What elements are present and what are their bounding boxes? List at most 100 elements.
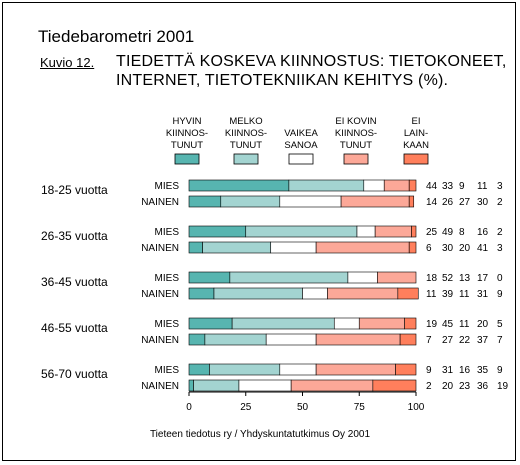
value-label-2-2-3: 20 [459,243,471,254]
row-label-5-2: NAINEN [141,381,179,392]
bar-segment-1-2-5 [408,195,415,208]
legend-swatch-3 [288,153,314,165]
bar-segment-2-2-4 [315,241,410,254]
bar-segment-2-1-4 [374,225,412,238]
value-label-2-1-2: 49 [442,227,454,238]
value-label-1-1-1: 44 [426,181,438,192]
value-label-5-2-4: 36 [477,381,489,392]
bar-segment-5-2-3 [238,379,292,392]
bar-segment-5-2-4 [290,379,374,392]
value-label-2-1-3: 8 [459,227,465,238]
value-label-2-2-5: 3 [497,243,503,254]
value-label-3-1-4: 17 [477,273,489,284]
bar-segment-5-2-1 [188,379,194,392]
group-label-3: 36-45 vuotta [41,275,108,289]
bar-segment-5-1-2 [209,363,281,376]
value-label-2-1-1: 25 [426,227,438,238]
value-label-4-1-1: 19 [426,319,438,330]
bar-segment-2-2-5 [408,241,417,254]
source-credit: Tieteen tiedotus ry / Yhdyskuntatutkimus… [149,429,371,440]
legend-swatch-4 [343,153,369,165]
bar-segment-1-2-1 [188,195,222,208]
bar-segment-2-1-2 [245,225,358,238]
row-label-2-2: NAINEN [141,243,179,254]
row-label-3-2: NAINEN [141,289,179,300]
legend-label-3-line-2: SANOA [284,140,318,151]
bar-segment-3-1-1 [188,271,231,284]
bar-segment-1-1-5 [408,179,417,192]
bar-segment-1-1-2 [288,179,365,192]
bar-segment-4-2-2 [204,333,267,346]
bar-segment-2-2-1 [188,241,203,254]
bar-segment-3-2-3 [302,287,328,300]
legend-swatch-2 [233,153,259,165]
value-label-4-1-2: 45 [442,319,454,330]
value-label-3-2-3: 11 [459,289,470,300]
value-label-3-1-1: 18 [426,273,438,284]
value-label-4-2-2: 27 [442,335,454,346]
value-label-1-2-5: 2 [497,197,503,208]
value-label-5-2-1: 2 [426,381,432,392]
bar-segment-5-1-4 [315,363,396,376]
value-label-1-1-2: 33 [442,181,454,192]
value-label-4-2-4: 37 [477,335,489,346]
row-label-5-1: MIES [155,365,180,376]
value-label-5-2-5: 19 [497,381,509,392]
value-label-3-2-4: 31 [477,289,489,300]
bar-segment-3-1-3 [347,271,378,284]
bar-segment-1-1-3 [363,179,385,192]
legend-label-5-line-1: EI [412,116,421,127]
value-label-4-1-5: 5 [497,319,503,330]
bar-segment-2-1-3 [356,225,376,238]
brand-title: Tiedebarometri 2001 [38,27,195,46]
bar-segment-2-1-5 [411,225,417,238]
value-label-2-1-5: 2 [497,227,503,238]
bar-segment-3-1-4 [377,271,417,284]
x-tick-label-0: 0 [186,402,192,413]
legend-label-1-line-2: KIINNOS- [166,128,208,139]
legend-label-5-line-3: KAAN [403,140,429,151]
x-tick-label-50: 50 [297,402,309,413]
bar-segment-5-2-5 [372,379,417,392]
value-label-3-2-1: 11 [426,289,437,300]
figure-frame [2,2,516,461]
legend-label-1-line-1: HYVIN [172,116,201,127]
bar-segment-1-1-4 [383,179,410,192]
bar-segment-5-1-1 [188,363,210,376]
bar-segment-3-1-2 [229,271,349,284]
value-label-1-2-4: 30 [477,197,489,208]
value-label-1-1-4: 11 [477,181,488,192]
value-label-3-1-2: 52 [442,273,454,284]
bar-segment-2-1-1 [188,225,247,238]
legend-label-2-line-1: MELKO [229,116,262,127]
value-label-1-2-1: 14 [426,197,438,208]
row-label-2-1: MIES [155,227,180,238]
value-label-3-2-5: 9 [497,289,503,300]
legend-label-5-line-2: LAIN- [404,128,428,139]
figure-label: Kuvio 12. [40,55,95,70]
chart-title-line-2: INTERNET, TIETOTEKNIIKAN KEHITYS (%). [116,72,449,89]
row-label-3-1: MIES [155,273,180,284]
value-label-3-1-3: 13 [459,273,471,284]
bar-segment-1-2-3 [279,195,342,208]
row-label-1-1: MIES [155,181,180,192]
x-tick-label-25: 25 [240,402,252,413]
value-label-5-1-4: 35 [477,365,489,376]
value-label-2-1-4: 16 [477,227,489,238]
bar-segment-4-2-1 [188,333,206,346]
bar-segment-4-1-4 [358,317,405,330]
bar-segment-4-1-5 [404,317,417,330]
value-label-2-2-4: 41 [477,243,489,254]
group-label-2: 26-35 vuotta [41,229,108,243]
legend-label-2-line-2: KIINNOS- [225,128,267,139]
bar-segment-3-2-5 [397,287,419,300]
value-label-1-1-5: 3 [497,181,503,192]
value-label-3-1-5: 0 [497,273,503,284]
bar-segment-4-1-1 [188,317,233,330]
row-label-1-2: NAINEN [141,197,179,208]
value-label-4-2-5: 7 [497,335,503,346]
group-label-4: 46-55 vuotta [41,321,108,335]
bar-segment-2-2-2 [202,241,272,254]
legend-label-3-line-1: VAIKEA [284,128,318,139]
